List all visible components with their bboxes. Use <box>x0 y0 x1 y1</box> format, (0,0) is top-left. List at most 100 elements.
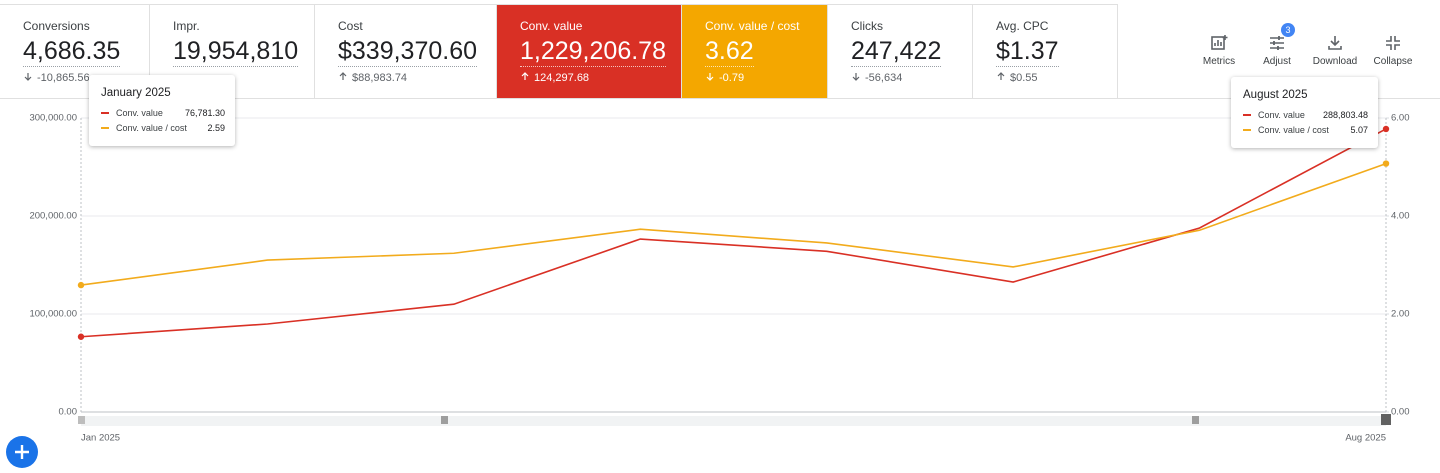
metric-label: Clicks <box>851 19 883 33</box>
y-tick-label: 0.00 <box>59 407 78 418</box>
metric-label: Conv. value <box>520 19 583 33</box>
delta-arrow <box>521 72 529 80</box>
metric-value: 3.62 <box>705 37 754 67</box>
collapse-label: Collapse <box>1373 56 1413 67</box>
tooltip-title: January 2025 <box>101 87 171 99</box>
metric-label: Cost <box>338 19 363 33</box>
delta-value: 124,297.68 <box>534 72 590 84</box>
adjust-badge: 3 <box>1281 23 1295 37</box>
metric-card[interactable]: Impr. 19,954,810 <box>150 4 315 98</box>
tooltip-name: Conv. value / cost <box>116 123 187 133</box>
delta-arrow <box>24 73 32 81</box>
tooltip-value: 76,781.30 <box>184 108 225 118</box>
tooltip-value: 2.59 <box>207 123 225 133</box>
tooltip-swatch <box>1243 114 1251 116</box>
adjust-icon <box>1270 36 1284 50</box>
metric-label: Avg. CPC <box>996 19 1049 33</box>
series-line <box>80 162 1387 286</box>
y-tick-label: 300,000.00 <box>29 113 77 124</box>
metric-delta: -10,865.56 <box>23 72 149 84</box>
metric-value: 4,686.35 <box>23 37 121 67</box>
tooltip-row: Conv. value 76,781.30 <box>101 108 225 118</box>
tooltip: January 2025 Conv. value 76,781.30 Conv. va… <box>89 75 235 146</box>
range-handle[interactable] <box>1381 414 1391 425</box>
metric-delta: $0.55 <box>996 72 1117 84</box>
metric-card[interactable]: Conv. value 1,229,206.78 124,297.68 <box>497 4 682 98</box>
metric-card[interactable]: Cost $339,370.60 $88,983.74 <box>315 4 497 98</box>
tooltip-row: Conv. value 288,803.48 <box>1243 110 1368 120</box>
x-tick-label: Aug 2025 <box>1345 433 1386 444</box>
tooltip-row: Conv. value / cost 5.07 <box>1243 125 1368 135</box>
metric-label: Impr. <box>173 19 200 33</box>
range-handle[interactable] <box>1192 416 1199 424</box>
x-tick-label: Jan 2025 <box>81 433 120 444</box>
delta-value: $88,983.74 <box>352 72 408 84</box>
tooltip-name: Conv. value <box>1258 110 1305 120</box>
toolbar: Metrics Adjust 3 Download Collapse <box>1190 23 1422 67</box>
delta-arrow <box>997 72 1005 80</box>
tooltip-title: August 2025 <box>1243 89 1308 101</box>
y2-tick-label: 6.00 <box>1391 113 1410 124</box>
download-label: Download <box>1312 56 1358 67</box>
metric-label: Conv. value / cost <box>705 19 800 33</box>
point <box>77 281 85 289</box>
metric-value: 19,954,810 <box>173 37 299 67</box>
tooltip-swatch <box>1243 129 1251 131</box>
tooltip-name: Conv. value <box>116 108 163 118</box>
download-button[interactable]: Download <box>1306 34 1364 67</box>
metric-card[interactable]: Clicks 247,422 -56,634 <box>828 4 973 98</box>
range-track[interactable] <box>81 416 1386 426</box>
series-line <box>80 128 1387 338</box>
metric-delta: -56,634 <box>851 72 972 84</box>
metric-label: Conversions <box>23 19 90 33</box>
y-tick-label: 100,000.00 <box>29 309 77 320</box>
collapse-icon <box>1386 36 1400 50</box>
metric-delta: -0.79 <box>705 72 827 84</box>
collapse-button[interactable]: Collapse <box>1364 34 1422 67</box>
tooltip: August 2025 Conv. value 288,803.48 Conv. va… <box>1231 77 1378 148</box>
y-tick-label: 200,000.00 <box>29 211 77 222</box>
metric-delta: $88,983.74 <box>338 72 496 84</box>
range-handle[interactable] <box>441 416 448 424</box>
add-button[interactable] <box>6 436 38 468</box>
download-icon <box>1328 36 1342 50</box>
delta-value: -56,634 <box>865 72 903 84</box>
delta-value: $0.55 <box>1010 72 1038 84</box>
metric-value: 1,229,206.78 <box>520 37 666 67</box>
tooltip-value: 5.07 <box>1350 125 1368 135</box>
delta-arrow <box>852 73 860 81</box>
point <box>77 333 85 340</box>
metric-value: 247,422 <box>851 37 942 67</box>
delta-value: -10,865.56 <box>37 72 90 84</box>
metrics-label: Metrics <box>1202 56 1236 67</box>
metrics-icon <box>1211 35 1228 50</box>
metric-card[interactable]: Avg. CPC $1.37 $0.55 <box>973 4 1118 98</box>
metric-value: $1.37 <box>996 37 1059 67</box>
point <box>1382 125 1390 133</box>
metrics-button[interactable]: Metrics <box>1190 34 1248 67</box>
delta-arrow <box>339 72 347 80</box>
divider <box>0 98 1440 99</box>
delta-value: -0.79 <box>719 72 745 84</box>
delta-arrow <box>706 73 714 81</box>
metric-delta: 124,297.68 <box>520 72 681 84</box>
point <box>1382 160 1390 167</box>
y2-tick-label: 4.00 <box>1391 211 1410 222</box>
add-icon <box>15 445 29 459</box>
metric-card[interactable]: Conv. value / cost 3.62 -0.79 <box>682 4 828 98</box>
y2-tick-label: 2.00 <box>1391 309 1410 320</box>
metric-card[interactable]: Conversions 4,686.35 -10,865.56 <box>0 4 150 98</box>
tooltip-row: Conv. value / cost 2.59 <box>101 123 225 133</box>
y2-tick-label: 0.00 <box>1391 407 1410 418</box>
tooltip-swatch <box>101 112 109 114</box>
adjust-label: Adjust <box>1263 56 1291 67</box>
adjust-button[interactable]: Adjust 3 <box>1248 23 1306 67</box>
range-handle[interactable] <box>78 416 85 424</box>
tooltip-name: Conv. value / cost <box>1258 125 1329 135</box>
metric-cards: Conversions 4,686.35 -10,865.56 Impr. 19,954… <box>0 4 1118 98</box>
metric-value: $339,370.60 <box>338 37 478 67</box>
tooltip-value: 288,803.48 <box>1322 110 1368 120</box>
tooltip-swatch <box>101 127 109 129</box>
